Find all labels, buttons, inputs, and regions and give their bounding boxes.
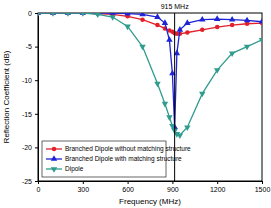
y-tick-mark [35,147,38,148]
series-marker [259,18,262,24]
x-tick-label: 0 [37,186,41,193]
x-tick-label: 600 [122,186,134,193]
x-tick-label: 1500 [255,186,271,193]
series-marker [184,19,190,25]
x-axis-line [39,182,263,185]
x-tick-mark [217,181,218,184]
series-marker [109,15,115,21]
y-tick-mark [35,114,38,115]
legend-marker [51,155,57,161]
series-marker [109,13,115,15]
series-marker [154,82,160,88]
x-tick-label: 1200 [210,186,226,193]
legend-marker [52,147,57,152]
y-tick: -10 [22,77,38,84]
series-marker [95,13,101,18]
plot: 0 300 600 900 1200 1500 0 -5 -10 -15 -20 -25 Branche… [22,9,271,193]
series-marker [140,17,145,22]
series-marker [166,115,172,121]
x-tick: 1200 [210,181,226,193]
series-marker [154,13,160,19]
legend-label: Branched Dipole without matching structu… [65,145,191,153]
y-tick: -25 [22,178,38,185]
x-tick: 600 [122,181,134,193]
legend-label: Dipole [65,165,84,173]
series-marker [38,13,41,17]
x-tick-label: 900 [167,186,179,193]
series-marker [185,30,190,35]
series-marker [162,19,168,25]
series-marker [229,51,235,57]
x-tick: 1500 [255,181,271,193]
series-marker [215,25,220,30]
y-tick-mark [35,181,38,182]
y-tick: -15 [22,111,38,118]
y-tick: -5 [26,43,38,50]
series-marker [124,25,130,31]
series-marker [199,16,205,22]
y-tick-mark [35,80,38,81]
legend: Branched Dipole without matching structu… [42,141,191,177]
x-tick: 900 [167,181,179,193]
y-tick-label: -25 [22,178,32,185]
legend-label: Branched Dipole with matching structure [65,155,182,163]
series-marker [166,36,172,42]
x-tick-label: 300 [77,186,89,193]
y-axis-line [35,14,39,182]
legend-marker [51,167,57,173]
x-axis-title: Frequency (MHz) [119,197,181,206]
y-tick-mark [35,47,38,48]
series-marker [177,26,183,32]
series-marker [200,28,205,33]
series-marker [244,45,250,51]
x-tick: 0 [37,181,41,193]
y-tick: -20 [22,144,38,151]
series-marker [139,45,145,51]
x-tick-mark [262,181,263,184]
plot-frame [38,13,262,181]
x-axis: 0 300 600 900 1200 1500 [37,181,271,193]
y-axis-title: Reflection Coefficient (dB) [2,50,11,143]
series-marker [259,38,262,44]
series-line [38,13,262,135]
y-tick-label: -5 [26,43,32,50]
series-marker [80,13,86,17]
series-marker [214,68,220,74]
y-tick-label: -20 [22,144,32,151]
x-tick-mark [128,181,129,184]
y-tick-label: -15 [22,111,32,118]
annotation-text: 915 MHz [161,3,190,10]
series-group [38,13,262,139]
series-marker [162,102,168,108]
x-tick: 300 [77,181,89,193]
chart: 0 300 600 900 1200 1500 0 -5 -10 -15 -20 -25 Branche… [0,0,271,208]
series-marker [50,13,56,17]
series-marker [177,133,183,139]
series-marker [65,13,71,17]
series-marker [184,125,190,131]
y-tick-label: 0 [28,10,32,17]
series-marker [230,23,235,28]
x-tick-mark [172,181,173,184]
y-axis: 0 -5 -10 -15 -20 -25 [22,10,39,185]
series-marker [139,13,145,16]
series-marker [244,17,250,23]
y-tick-mark [35,13,38,14]
y-tick-label: -10 [22,77,32,84]
series-marker [214,15,220,21]
x-tick-mark [83,181,84,184]
y-tick: 0 [28,10,38,17]
series-line [38,13,262,127]
series-marker [155,23,160,28]
series-marker [199,92,205,98]
series-marker [124,13,130,16]
series-marker [229,16,235,22]
